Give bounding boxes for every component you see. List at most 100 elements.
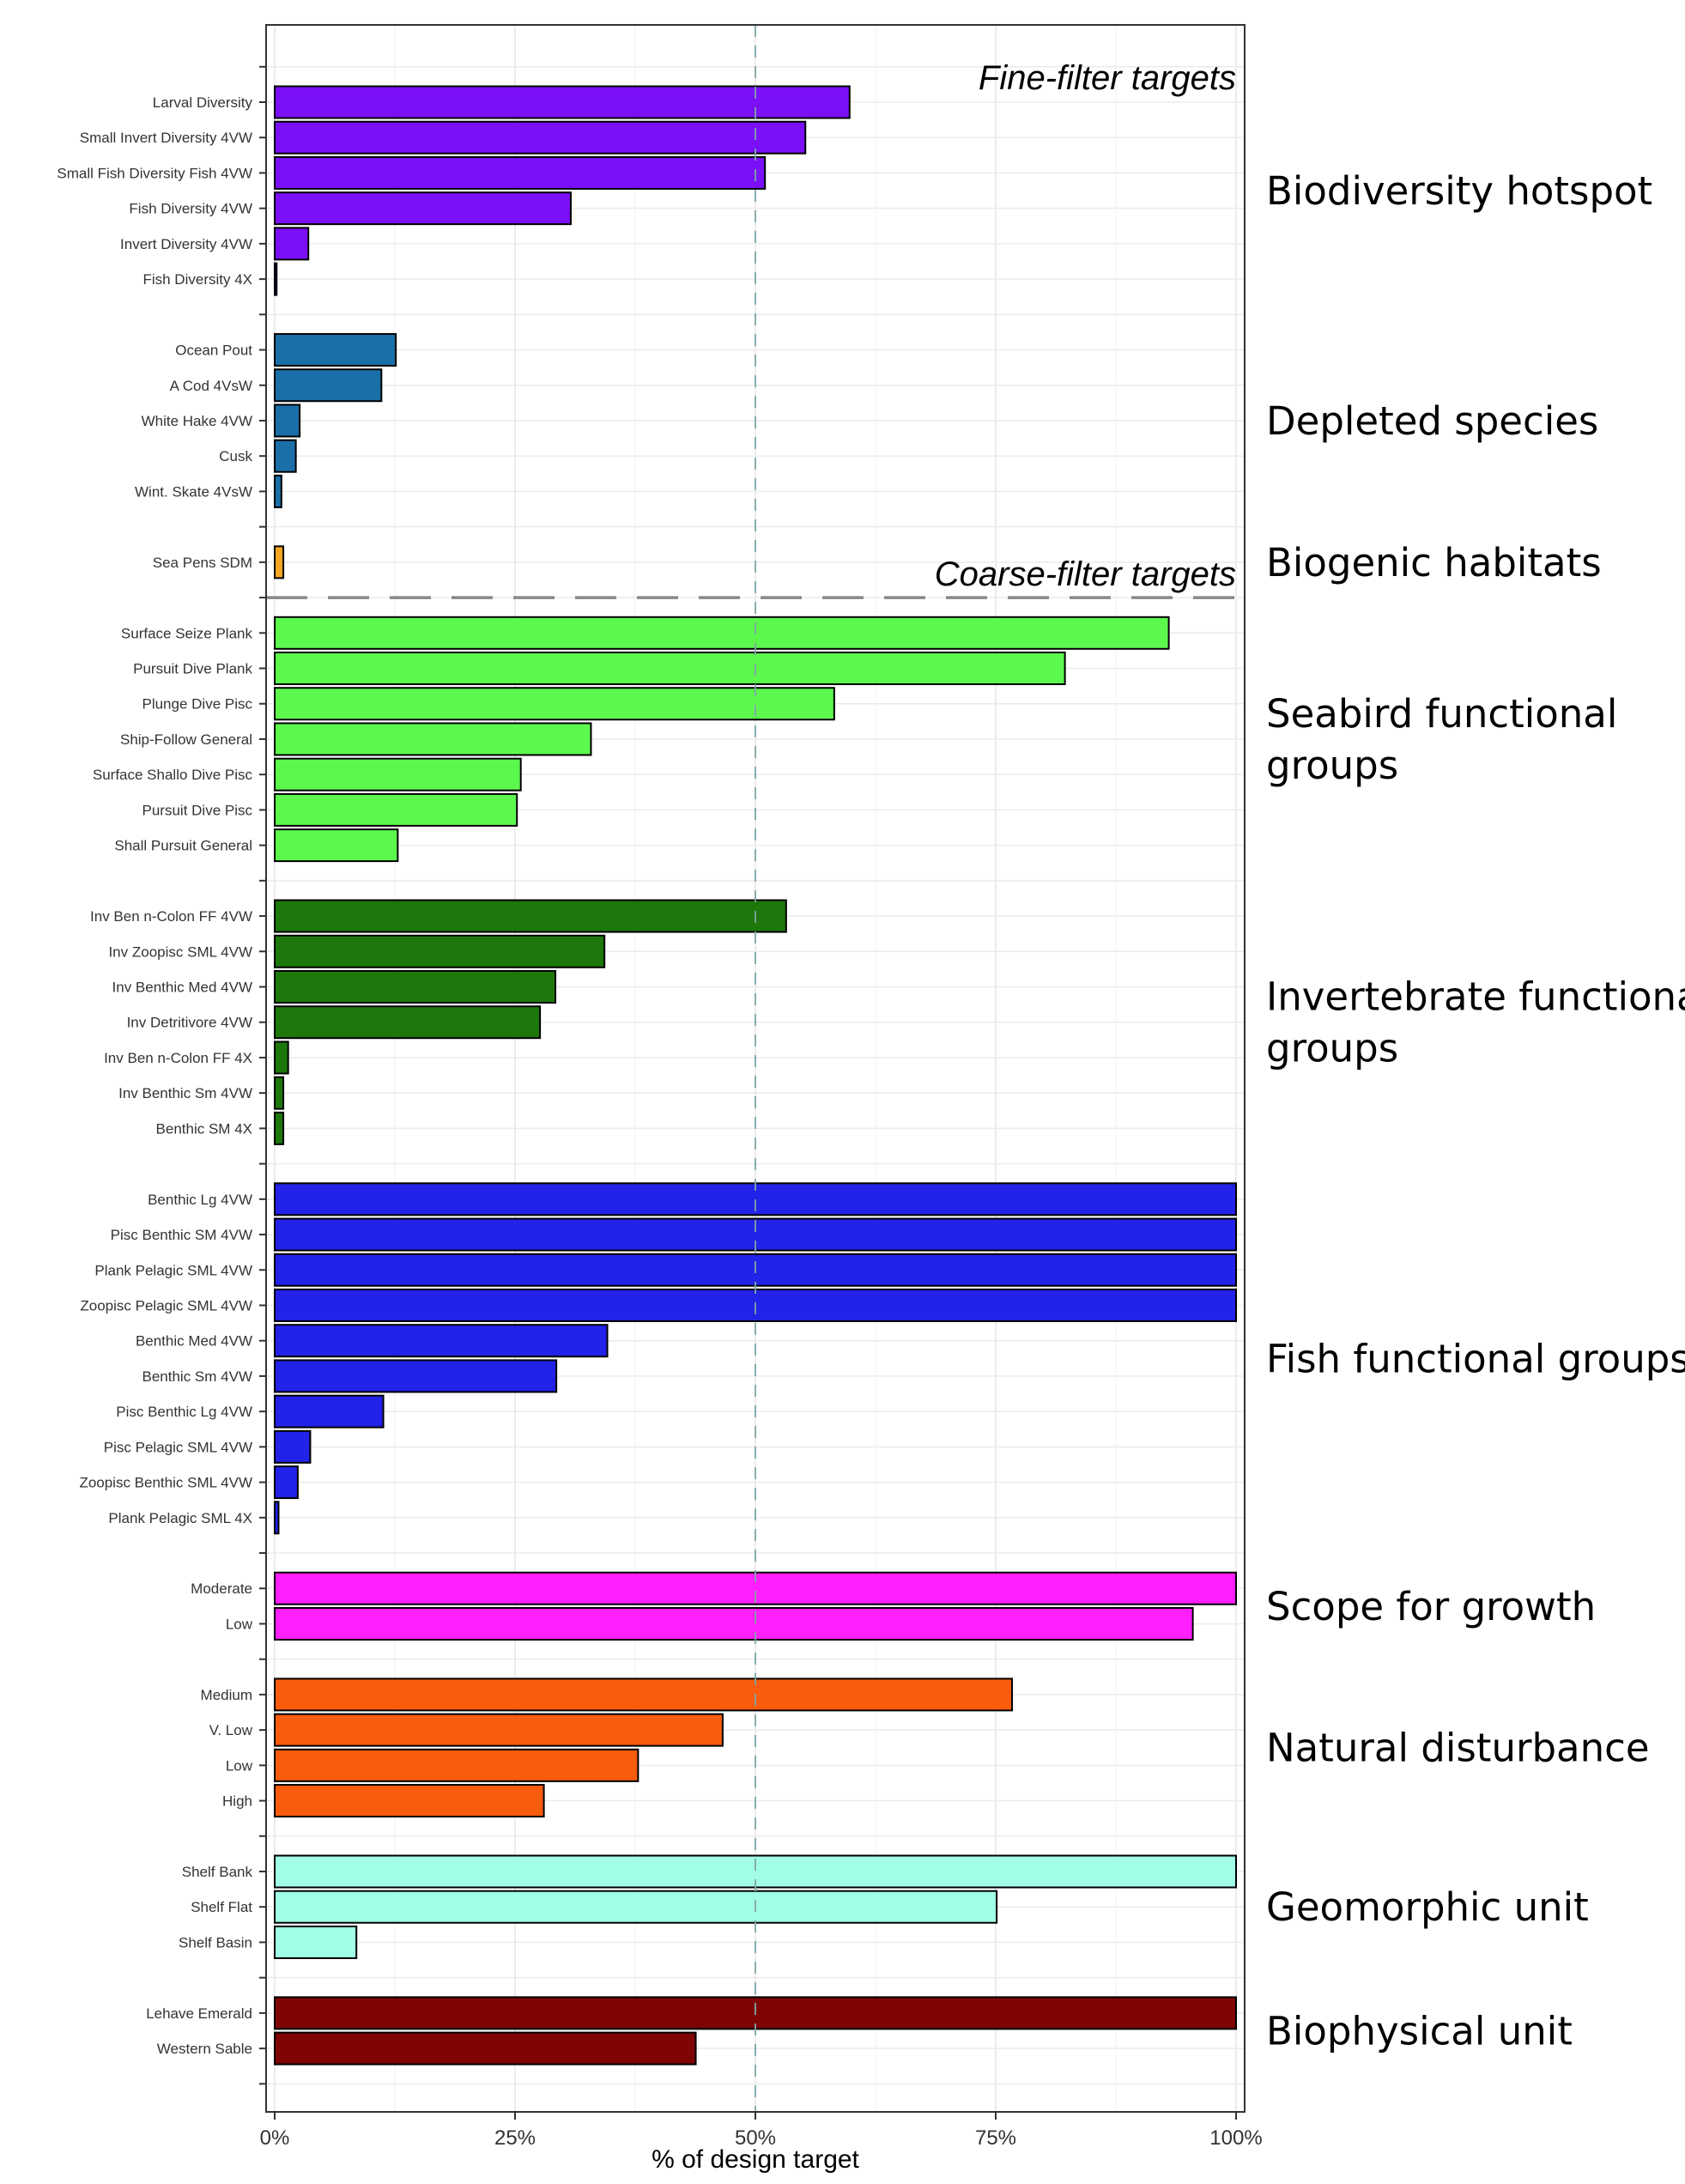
section-label-coarse: Coarse-filter targets	[935, 555, 1236, 593]
bar	[274, 1925, 358, 1959]
y-tick-label: Small Fish Diversity Fish 4VW	[57, 165, 252, 181]
y-tick-label: Ship-Follow General	[120, 731, 252, 748]
y-tick-label: Small Invert Diversity 4VW	[80, 130, 252, 146]
group-label-line: groups	[1266, 743, 1398, 788]
bar	[274, 2031, 697, 2066]
y-tick-label: Low	[226, 1757, 253, 1774]
y-tick-label: Inv Benthic Sm 4VW	[118, 1085, 252, 1101]
y-tick-label: Low	[226, 1616, 253, 1632]
y-tick-label: Surface Seize Plank	[121, 625, 253, 641]
bar	[274, 155, 767, 190]
bar	[274, 792, 518, 827]
bar	[274, 1111, 285, 1145]
group-label: Biodiversity hotspot	[1266, 168, 1652, 214]
bar	[274, 1005, 542, 1040]
bar	[274, 899, 787, 933]
y-tick-label: Plank Pelagic SML 4X	[108, 1510, 252, 1526]
x-tick-label: 50%	[735, 2126, 776, 2150]
bar	[274, 474, 282, 508]
y-tick-label: Western Sable	[157, 2041, 252, 2057]
y-tick-label: Benthic Sm 4VW	[142, 1368, 253, 1385]
bar	[274, 1359, 558, 1393]
y-tick-label: Lehave Emerald	[146, 2005, 252, 2022]
y-tick-label: A Cod 4VsW	[170, 378, 252, 394]
bar	[274, 1324, 609, 1358]
group-label: Biogenic habitats	[1266, 540, 1602, 585]
group-label: Natural disturbance	[1266, 1726, 1650, 1771]
bar	[274, 368, 383, 403]
group-label: Fish functional groups	[1266, 1336, 1685, 1381]
bar	[274, 1748, 639, 1782]
y-tick-label: Pisc Benthic SM 4VW	[111, 1227, 252, 1243]
bar	[274, 757, 522, 792]
y-tick-label: Inv Zoopisc SML 4VW	[108, 943, 252, 960]
bar	[274, 1501, 280, 1535]
y-tick-label: Benthic Lg 4VW	[148, 1192, 252, 1208]
y-tick-label: Larval Diversity	[153, 94, 253, 111]
bar	[274, 120, 807, 155]
y-tick-label: Ocean Pout	[175, 343, 252, 359]
bar	[274, 722, 592, 756]
bar	[274, 652, 1066, 686]
group-label-line: Invertebrate functional	[1266, 974, 1685, 1020]
y-tick-label: Plunge Dive Pisc	[142, 696, 252, 713]
x-tick-label: 100%	[1209, 2126, 1262, 2150]
group-label-line: groups	[1266, 1026, 1398, 1071]
y-tick-label: Plank Pelagic SML 4VW	[94, 1262, 252, 1278]
y-tick-label: Fish Diversity 4X	[142, 271, 252, 288]
bar	[274, 1429, 312, 1464]
y-tick-label: White Hake 4VW	[142, 413, 252, 429]
y-tick-label: Pursuit Dive Pisc	[142, 802, 253, 818]
y-tick-label: Wint. Skate 4VsW	[135, 483, 252, 500]
bar	[274, 333, 397, 367]
bar	[274, 439, 297, 473]
y-tick-label: Sea Pens SDM	[153, 555, 252, 571]
x-axis-title: % of design target	[652, 2145, 859, 2174]
y-tick-label: Pisc Benthic Lg 4VW	[116, 1404, 252, 1420]
bar	[274, 1784, 545, 1818]
bar	[274, 262, 278, 296]
y-tick-label: Shall Pursuit General	[114, 838, 252, 854]
y-tick-label: Inv Ben n-Colon FF 4X	[104, 1050, 252, 1066]
y-tick-label: Zoopisc Benthic SML 4VW	[79, 1475, 252, 1491]
y-tick-label: Invert Diversity 4VW	[120, 236, 252, 252]
y-tick-label: Pisc Pelagic SML 4VW	[104, 1439, 252, 1455]
y-tick-label: Benthic Med 4VW	[136, 1333, 252, 1350]
y-tick-label: Moderate	[191, 1580, 252, 1597]
bar	[274, 970, 557, 1004]
bar	[274, 934, 606, 968]
bar	[274, 616, 1170, 650]
y-tick-label: Benthic SM 4X	[156, 1120, 252, 1137]
bar	[274, 227, 310, 261]
bar	[274, 1040, 289, 1075]
group-label: Biophysical unit	[1266, 2008, 1573, 2054]
y-tick-label: Pursuit Dive Plank	[133, 661, 252, 677]
group-label: Seabird functional groups	[1266, 691, 1617, 788]
bar	[274, 1465, 299, 1500]
y-tick-label: V. Low	[209, 1722, 253, 1738]
bar	[274, 545, 285, 579]
y-tick-label: Fish Diversity 4VW	[129, 201, 252, 217]
y-tick-label: Inv Detritivore 4VW	[127, 1015, 252, 1031]
y-tick-label: Surface Shallo Dive Pisc	[93, 767, 253, 783]
y-tick-label: Shelf Bank	[182, 1864, 253, 1880]
bar	[274, 1394, 385, 1429]
group-label-line: Seabird functional	[1266, 691, 1617, 737]
group-label: Geomorphic unit	[1266, 1884, 1589, 1930]
x-tick-label: 0%	[260, 2126, 290, 2150]
bar	[274, 1076, 285, 1110]
bar	[274, 828, 399, 863]
bar	[274, 85, 851, 119]
y-tick-label: Cusk	[219, 448, 252, 464]
bar	[274, 191, 572, 226]
x-tick-label: 75%	[975, 2126, 1016, 2150]
y-tick-label: Shelf Basin	[179, 1934, 252, 1950]
bar	[274, 1677, 1014, 1712]
bar	[274, 1713, 724, 1747]
y-tick-label: Medium	[201, 1687, 252, 1703]
group-label: Scope for growth	[1266, 1584, 1596, 1629]
bar	[274, 1606, 1194, 1641]
group-label: Depleted species	[1266, 398, 1598, 444]
y-tick-label: Shelf Flat	[191, 1899, 252, 1915]
